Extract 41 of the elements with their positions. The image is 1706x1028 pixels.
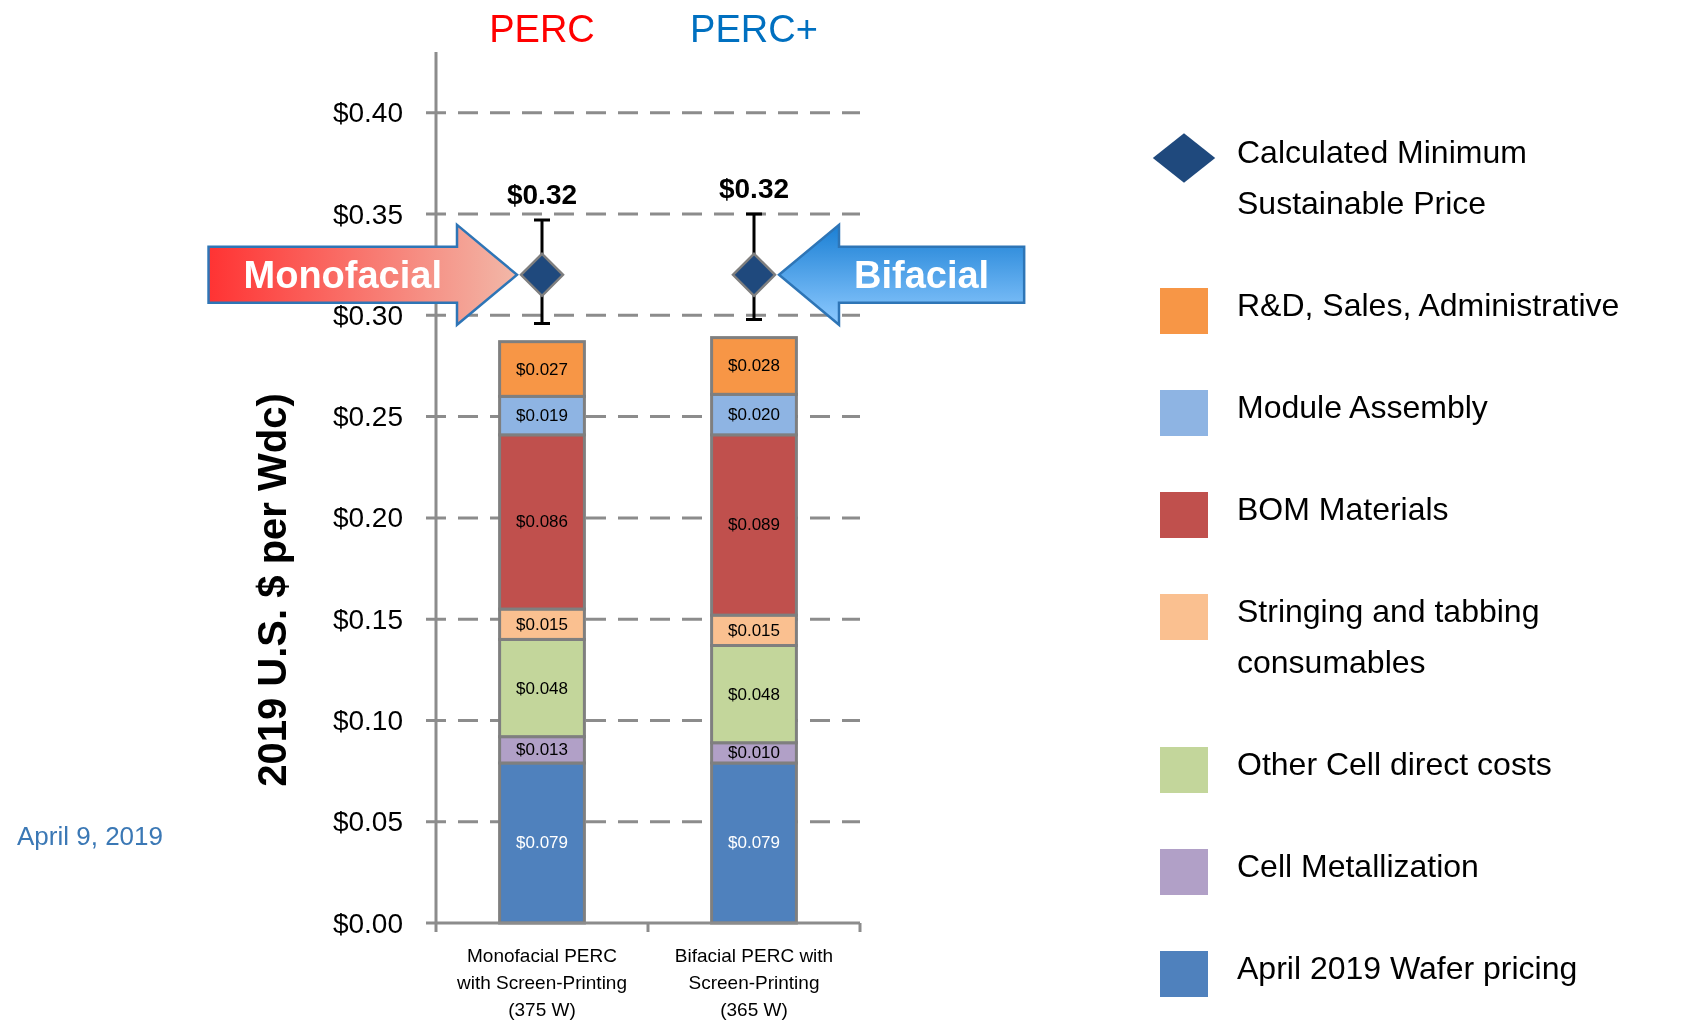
data-label: $0.019 [516,406,568,426]
data-label: $0.015 [516,614,568,634]
data-label: $0.089 [728,515,780,535]
legend-label: Calculated Minimum Sustainable Price [1237,134,1527,221]
data-label: $0.32 [506,179,578,211]
data-label: $0.015 [728,620,780,640]
data-label: $0.027 [516,359,568,379]
data-label: $0.079 [728,833,780,853]
y-tick-label: $0.25 [332,401,403,433]
annotation: Bifacial [854,253,990,296]
legend-label: April 2019 Wafer pricing [1237,950,1578,986]
data-label: $0.048 [728,684,780,704]
legend-label: Other Cell direct costs [1237,746,1552,782]
data-label: $0.32 [718,173,790,205]
legend-label: Module Assembly [1237,389,1488,425]
legend-label: BOM Materials [1237,491,1449,527]
data-label: $0.048 [516,678,568,698]
annotation: Monofacial [243,253,442,296]
text: PERC+ [690,8,818,50]
y-tick-label: $0.35 [332,198,403,230]
legend-label: R&D, Sales, Administrative [1237,287,1620,323]
legend-label: Cell Metallization [1237,848,1479,884]
y-tick-label: $0.00 [332,907,403,939]
x-tick-label: Monofacial PERC with Screen-Printing (375 W) [455,945,628,1020]
text: PERC [489,8,595,50]
y-tick-label: $0.05 [332,806,403,838]
x-tick-label: Bifacial PERC with Screen-Printing (365 W) [674,945,834,1020]
y-tick-label: $0.15 [332,603,403,635]
text: April 9, 2019 [17,821,163,851]
legend-label: Stringing and tabbing consumables [1237,593,1540,680]
data-label: $0.010 [728,743,780,763]
y-axis-title: 2019 U.S. $ per Wdc) [250,393,294,787]
data-label: $0.020 [728,405,780,425]
y-tick-label: $0.40 [332,97,403,129]
y-tick-label: $0.10 [332,704,403,736]
y-tick-label: $0.20 [332,502,403,534]
data-label: $0.013 [516,740,568,760]
y-tick-label: $0.30 [332,299,403,331]
data-label: $0.079 [516,833,568,853]
data-label: $0.086 [516,512,568,532]
data-label: $0.028 [728,356,780,376]
